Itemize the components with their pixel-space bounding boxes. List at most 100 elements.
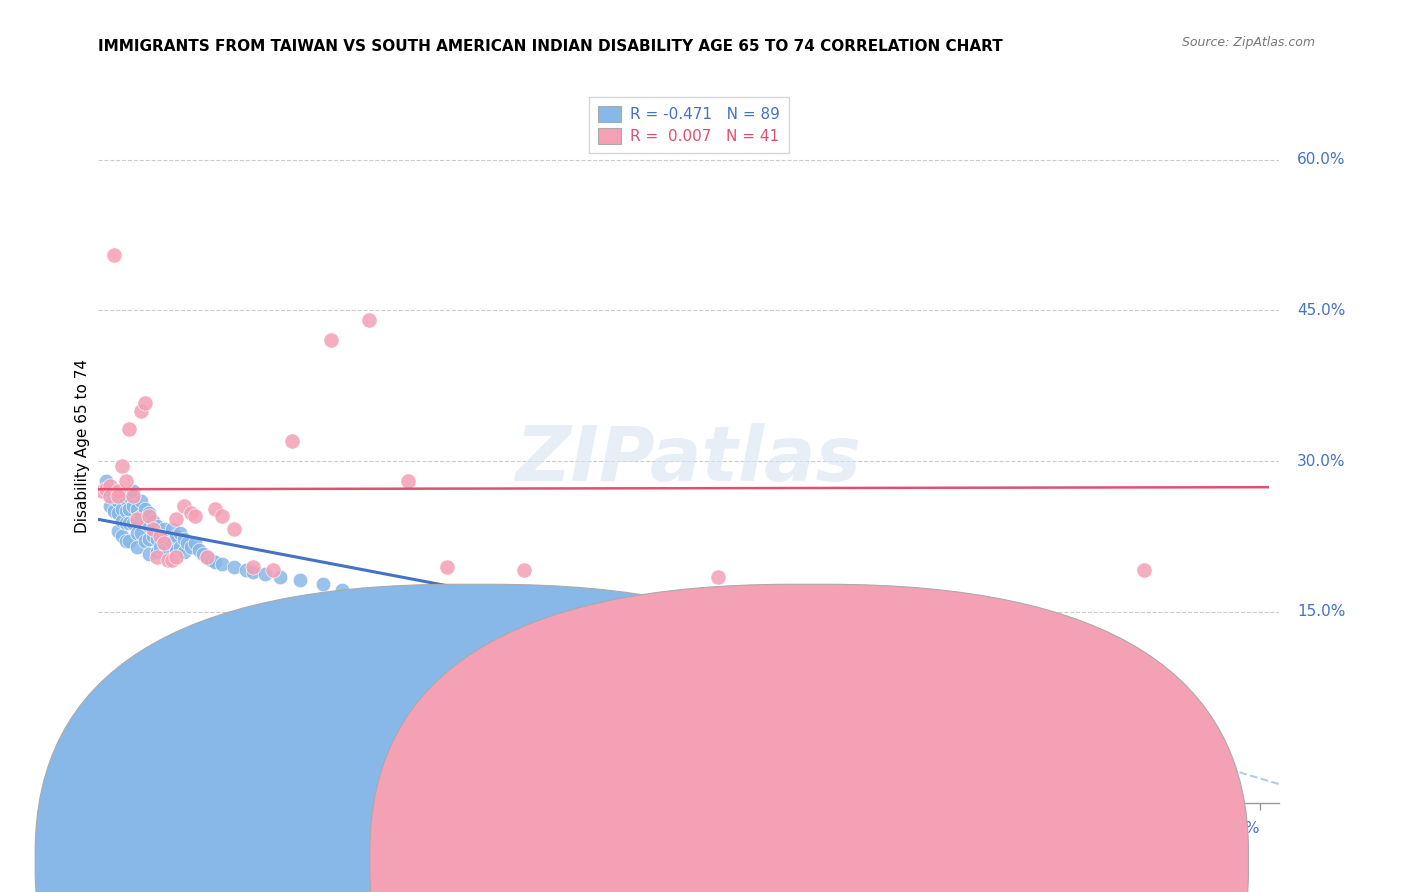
Point	[939, 690, 962, 705]
Point	[118, 489, 141, 503]
Point	[129, 494, 152, 508]
Text: Immigrants from Taiwan: Immigrants from Taiwan	[499, 856, 685, 871]
Point	[111, 459, 134, 474]
Point	[165, 529, 187, 543]
Point	[211, 557, 233, 571]
Point	[103, 248, 125, 262]
Point	[122, 500, 145, 514]
Point	[114, 492, 136, 507]
Point	[513, 563, 536, 577]
Point	[180, 506, 202, 520]
Point	[173, 544, 195, 558]
Point	[149, 529, 172, 543]
Point	[165, 549, 187, 564]
Text: 30.0%: 30.0%	[1298, 453, 1346, 468]
Point	[350, 587, 373, 601]
Point	[359, 313, 381, 327]
Text: IMMIGRANTS FROM TAIWAN VS SOUTH AMERICAN INDIAN DISABILITY AGE 65 TO 74 CORRELAT: IMMIGRANTS FROM TAIWAN VS SOUTH AMERICAN…	[98, 38, 1002, 54]
Point	[138, 509, 160, 524]
Point	[153, 536, 176, 550]
Point	[145, 519, 167, 533]
Point	[107, 494, 129, 508]
Point	[165, 542, 187, 557]
Point	[111, 489, 134, 503]
Point	[96, 482, 118, 496]
Point	[91, 484, 114, 499]
Point	[138, 547, 160, 561]
Point	[145, 533, 167, 547]
Point	[610, 640, 633, 654]
Point	[129, 404, 152, 418]
Point	[900, 683, 922, 698]
Point	[176, 536, 198, 550]
Point	[142, 515, 165, 529]
Point	[396, 474, 419, 488]
Point	[153, 536, 176, 550]
Text: 45.0%: 45.0%	[1298, 302, 1346, 318]
Point	[253, 566, 276, 581]
Point	[127, 515, 149, 529]
Text: 60.0%: 60.0%	[1298, 152, 1346, 167]
Point	[138, 533, 160, 547]
Point	[262, 563, 284, 577]
Point	[200, 552, 222, 566]
Point	[204, 502, 226, 516]
Point	[129, 526, 152, 541]
Point	[160, 536, 183, 550]
Point	[436, 603, 458, 617]
Point	[134, 516, 156, 531]
Point	[157, 529, 180, 543]
Point	[533, 620, 555, 634]
Point	[149, 540, 172, 554]
Point	[118, 422, 141, 436]
Point	[312, 576, 335, 591]
Point	[134, 396, 156, 410]
Text: Source: ZipAtlas.com: Source: ZipAtlas.com	[1181, 36, 1315, 49]
Point	[157, 542, 180, 557]
Point	[571, 630, 593, 644]
Text: 15.0%: 15.0%	[1298, 605, 1346, 619]
Point	[242, 559, 264, 574]
Point	[138, 506, 160, 520]
Point	[98, 500, 121, 514]
Point	[211, 509, 233, 524]
Point	[853, 675, 876, 690]
Point	[332, 582, 354, 597]
Point	[165, 512, 187, 526]
Legend: R = -0.471   N = 89, R =  0.007   N = 41: R = -0.471 N = 89, R = 0.007 N = 41	[589, 97, 789, 153]
Point	[157, 552, 180, 566]
Point	[114, 534, 136, 549]
Point	[107, 524, 129, 539]
Point	[204, 555, 226, 569]
Point	[114, 504, 136, 518]
Point	[98, 489, 121, 503]
Point	[142, 529, 165, 543]
Point	[138, 519, 160, 533]
Point	[145, 544, 167, 558]
Point	[191, 547, 214, 561]
Point	[222, 559, 245, 574]
Text: 30.0%: 30.0%	[1212, 822, 1260, 837]
Point	[815, 670, 838, 684]
Point	[222, 523, 245, 537]
Point	[107, 489, 129, 503]
Point	[127, 502, 149, 516]
Point	[111, 529, 134, 543]
Point	[98, 489, 121, 503]
Point	[145, 549, 167, 564]
Point	[281, 434, 304, 448]
Text: 0.0%: 0.0%	[98, 822, 138, 837]
Text: South American Indians: South American Indians	[834, 856, 1017, 871]
Point	[122, 516, 145, 531]
Point	[1133, 563, 1156, 577]
Point	[107, 506, 129, 520]
Point	[160, 523, 183, 537]
Point	[111, 515, 134, 529]
Point	[195, 549, 218, 564]
Point	[134, 502, 156, 516]
Point	[269, 569, 291, 583]
Point	[118, 502, 141, 516]
Point	[118, 516, 141, 531]
Point	[180, 540, 202, 554]
Point	[103, 484, 125, 499]
